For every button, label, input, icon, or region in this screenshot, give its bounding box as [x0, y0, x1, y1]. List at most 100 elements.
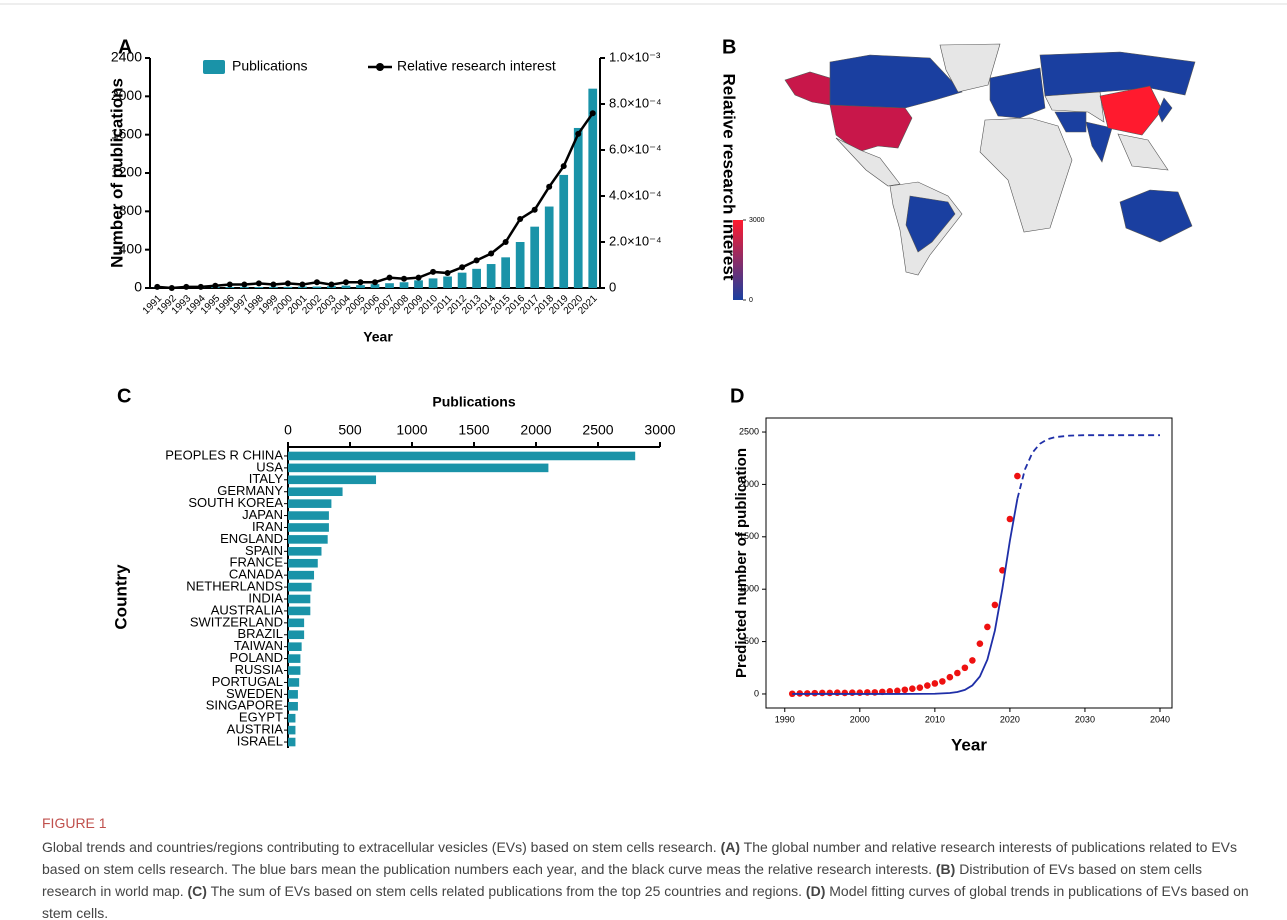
panel-label: B — [722, 36, 736, 58]
bar — [288, 678, 300, 687]
y-tick-label: SWITZERLAND — [190, 614, 283, 629]
bar — [288, 606, 311, 616]
y-tick-label: SPAIN — [245, 543, 283, 558]
legend-marker — [376, 63, 384, 71]
line-point — [473, 257, 480, 264]
bar — [288, 666, 301, 675]
bar — [399, 282, 409, 288]
line-point — [560, 163, 567, 170]
point — [999, 567, 1006, 574]
y-tick-label: TAIWAN — [234, 638, 283, 653]
y-tick-label: 2400 — [111, 49, 142, 65]
region — [1119, 189, 1193, 243]
region — [1054, 111, 1087, 133]
y-tick-label: ISRAEL — [237, 733, 283, 748]
x-tick-label: 500 — [338, 422, 362, 438]
bar — [288, 654, 301, 663]
bar — [515, 242, 525, 288]
y-tick-label: BRAZIL — [237, 626, 283, 641]
y-tick-label: SOUTH KOREA — [188, 495, 283, 510]
bar — [288, 725, 296, 735]
bar — [288, 499, 332, 508]
y-tick-label: POLAND — [230, 650, 283, 665]
bar — [530, 226, 540, 288]
y-tick-label: EGYPT — [239, 710, 283, 725]
line-point — [589, 110, 596, 117]
panel-label: C — [117, 385, 131, 407]
region — [784, 71, 831, 106]
bar — [288, 523, 329, 532]
bar — [588, 88, 598, 289]
point — [984, 623, 991, 631]
region — [829, 54, 963, 109]
line-point — [372, 279, 378, 286]
y-tick-label: PORTUGAL — [212, 674, 283, 689]
point — [833, 689, 841, 697]
point — [826, 689, 834, 697]
legend-swatch — [203, 60, 225, 74]
colorbar-label: 3000 — [749, 217, 765, 224]
y-tick-label: 500 — [744, 636, 759, 646]
line — [157, 112, 594, 290]
caption-run: The sum of EVs based on stem cells relat… — [206, 883, 806, 899]
bar — [356, 285, 365, 288]
plot-frame — [765, 417, 1173, 709]
line-point — [386, 274, 393, 281]
line-point — [401, 275, 408, 282]
y-tick-label: 1000 — [739, 584, 759, 594]
y-tick-label: FRANCE — [230, 555, 284, 570]
line-point — [531, 206, 538, 213]
line-point — [197, 283, 204, 290]
point — [961, 664, 969, 672]
line-point — [241, 281, 248, 288]
x-tick-label: 2000 — [850, 714, 870, 724]
y-tick-label: ENGLAND — [220, 531, 283, 546]
point — [886, 688, 894, 695]
bar — [288, 547, 322, 556]
bar — [472, 268, 481, 288]
y2-tick-label: 1.0×10⁻³ — [609, 49, 661, 64]
line-point — [415, 274, 422, 281]
caption-run: (C) — [187, 883, 207, 899]
bar — [288, 618, 305, 628]
colorbar-label: 0 — [749, 297, 753, 304]
y-tick-label: PEOPLES R CHINA — [165, 447, 283, 462]
region — [989, 67, 1046, 119]
x-tick-label: 1500 — [458, 422, 489, 438]
y-tick-label: JAPAN — [242, 507, 283, 522]
y-tick-label: 2000 — [739, 479, 759, 489]
y2-tick-label: 0 — [609, 279, 616, 294]
line-point — [313, 279, 320, 286]
line-point — [299, 281, 306, 288]
bar — [288, 642, 302, 651]
bar — [501, 257, 510, 288]
region — [905, 195, 956, 253]
y-tick-label: AUSTRALIA — [211, 602, 284, 617]
line-point — [342, 279, 349, 286]
y-tick-label: ITALY — [249, 471, 284, 486]
colorbar — [733, 220, 743, 300]
bar — [283, 286, 293, 288]
point — [841, 689, 849, 697]
caption-run: Global trends and countries/regions cont… — [42, 839, 721, 855]
y-tick-label: 1200 — [111, 164, 142, 180]
line-point — [328, 281, 335, 288]
bar — [428, 278, 438, 288]
caption-run: (A) — [720, 839, 740, 855]
point — [901, 686, 909, 694]
y-tick-label: 2500 — [739, 426, 759, 436]
point — [856, 689, 864, 697]
y-tick-label: AUSTRIA — [227, 722, 284, 737]
point — [818, 689, 826, 697]
region — [1085, 121, 1113, 163]
x-axis-label: Year — [363, 329, 393, 345]
point — [946, 673, 954, 681]
y-tick-label: USA — [256, 459, 283, 474]
x-tick-label: 2500 — [582, 422, 613, 438]
line-point — [284, 280, 291, 287]
x-tick-label: 0 — [284, 422, 292, 438]
region — [829, 104, 913, 153]
x-tick-label: 3000 — [644, 422, 675, 438]
y-tick-label: GERMANY — [217, 483, 283, 498]
